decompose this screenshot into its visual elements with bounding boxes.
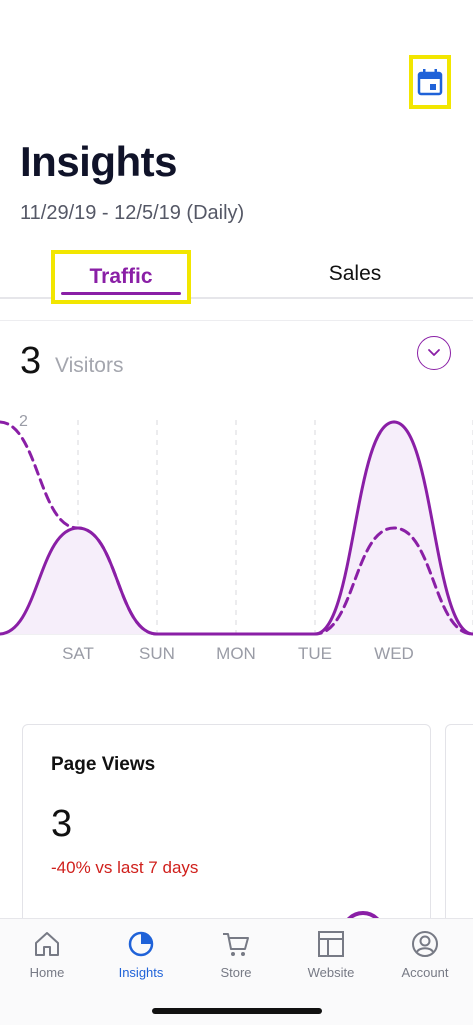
nav-store[interactable]: Store xyxy=(189,929,283,980)
nav-website-label: Website xyxy=(307,965,355,980)
active-tab-indicator xyxy=(61,292,181,295)
chevron-down-icon xyxy=(428,349,440,356)
card-title: Page Views xyxy=(51,754,156,775)
nav-account-label: Account xyxy=(401,965,449,980)
page-title: Insights xyxy=(20,138,178,185)
calendar-icon xyxy=(417,69,443,96)
home-indicator xyxy=(152,1008,322,1014)
visitors-label: Visitors xyxy=(55,354,124,377)
nav-website[interactable]: Website xyxy=(284,929,378,980)
nav-insights[interactable]: Insights xyxy=(94,929,188,980)
cart-icon xyxy=(223,933,249,956)
x-tick-label: MON xyxy=(216,644,256,663)
y-max-label: 2 xyxy=(19,413,28,430)
bottom-nav: Home Insights Store Website Account xyxy=(0,918,473,1025)
card-value: 3 xyxy=(51,803,73,845)
user-circle-icon xyxy=(412,931,438,957)
calendar-button[interactable] xyxy=(409,55,451,109)
x-tick-label: TUE xyxy=(298,644,332,663)
x-tick-label: SAT xyxy=(62,644,94,663)
nav-home[interactable]: Home xyxy=(0,929,94,980)
tab-bar: Traffic Sales xyxy=(0,250,473,304)
tab-sales[interactable]: Sales xyxy=(328,262,382,285)
tab-traffic[interactable]: Traffic xyxy=(51,250,191,304)
tab-traffic-label: Traffic xyxy=(89,265,153,288)
nav-home-label: Home xyxy=(29,965,65,980)
card-delta: -40% vs last 7 days xyxy=(51,858,199,877)
series-area xyxy=(0,422,473,634)
x-tick-label: WED xyxy=(374,644,414,663)
nav-insights-label: Insights xyxy=(118,965,164,980)
home-icon xyxy=(35,932,59,956)
x-tick-label: SUN xyxy=(139,644,175,663)
visitors-count: 3 xyxy=(20,340,42,382)
nav-store-label: Store xyxy=(220,965,252,980)
next-card[interactable] xyxy=(445,724,473,934)
series-line-previous xyxy=(0,420,473,636)
pie-chart-icon xyxy=(128,931,154,957)
metric-dropdown-button[interactable] xyxy=(417,336,451,370)
date-range: 11/29/19 - 12/5/19 (Daily) xyxy=(20,202,245,224)
layout-icon xyxy=(318,931,344,957)
section-divider xyxy=(0,320,473,321)
page-views-card[interactable]: Page Views 3 -40% vs last 7 days xyxy=(22,724,431,955)
nav-account[interactable]: Account xyxy=(378,929,472,980)
visitors-chart: 2 SAT SUN MON TUE WED xyxy=(0,413,473,663)
